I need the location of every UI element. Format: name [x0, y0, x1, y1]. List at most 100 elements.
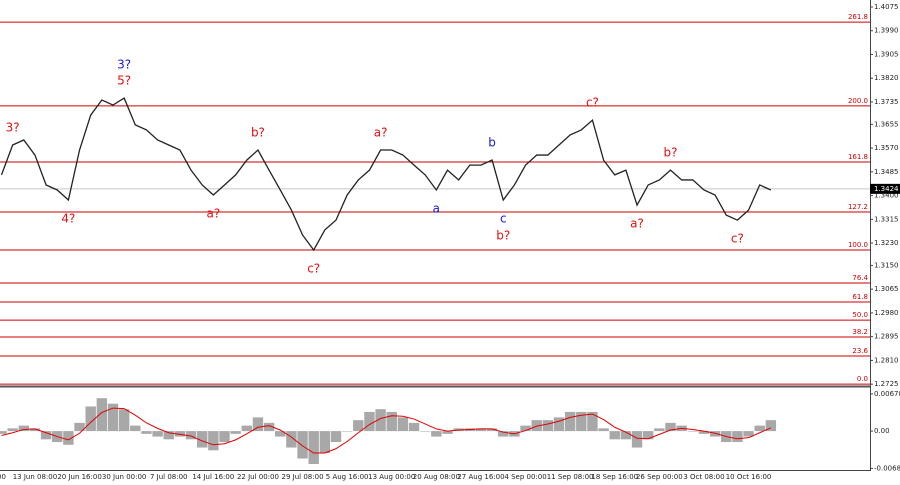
histogram-bar: [230, 431, 241, 434]
level-label: 50.0: [852, 311, 868, 319]
histogram-bar: [665, 422, 676, 432]
y-tick-label: 1.3485: [874, 168, 899, 176]
wave-label: a?: [206, 207, 220, 221]
x-tick-label: 20 Jun 16:00: [57, 473, 101, 481]
y-tick-label: 1.4075: [874, 3, 899, 11]
x-tick-label: 20 Aug 08:00: [413, 473, 460, 481]
histogram-bar: [319, 431, 331, 454]
histogram-bar: [698, 431, 710, 434]
x-tick-label: 14 Jul 16:00: [192, 473, 234, 481]
wave-label: b: [488, 136, 496, 150]
histogram-bar: [564, 411, 576, 432]
x-tick-label: 13 Jun 08:00: [13, 473, 57, 481]
y-tick-label: 1.3570: [874, 144, 899, 152]
histogram-bar: [286, 431, 297, 448]
y-tick-label: 1.3400: [874, 192, 899, 200]
histogram-bar: [620, 431, 632, 440]
wave-label: b?: [496, 229, 510, 243]
wave-label: c?: [586, 96, 599, 110]
wave-label: b?: [664, 146, 678, 160]
level-label: 161.8: [848, 153, 868, 161]
x-tick-label: 4 Sep 00:00: [504, 473, 546, 481]
histogram-bar: [687, 431, 698, 432]
level-label: 261.8: [848, 13, 868, 21]
histogram-bar: [609, 431, 620, 440]
y-tick-label: 0.00: [874, 427, 890, 435]
histogram-bar: [7, 428, 18, 432]
histogram-bar: [587, 411, 598, 432]
histogram-bar: [408, 422, 420, 432]
wave-label: c: [500, 212, 507, 226]
histogram-bar: [654, 428, 665, 432]
histogram-bar: [74, 422, 85, 432]
histogram-bar: [130, 425, 141, 432]
histogram-bar: [85, 406, 96, 432]
histogram-bar: [18, 425, 29, 432]
x-tick-label: 00: [0, 473, 6, 481]
wave-label: b?: [251, 126, 265, 140]
histogram-bar: [765, 420, 777, 432]
x-tick-label: 5 Aug 16:00: [326, 473, 369, 481]
histogram-bar: [520, 425, 531, 432]
x-tick-label: 13 Aug 00:00: [368, 473, 415, 481]
wave-label: 5?: [117, 74, 131, 88]
histogram-bar: [341, 431, 353, 432]
y-tick-label: 1.3230: [874, 239, 899, 247]
histogram-bar: [208, 431, 219, 451]
y-tick-label: 0.00678: [874, 390, 900, 398]
y-tick-label: 1.2725: [874, 380, 899, 388]
histogram-bar: [297, 431, 308, 459]
histogram-bar: [40, 431, 52, 440]
histogram-bar: [364, 411, 375, 432]
wave-label: 4?: [61, 212, 75, 226]
histogram-bar: [185, 431, 197, 440]
level-label: 23.6: [852, 347, 868, 355]
wave-label: 3?: [6, 121, 20, 135]
histogram-bar: [241, 425, 252, 432]
histogram-bar: [498, 431, 509, 437]
x-tick-label: 22 Jul 00:00: [237, 473, 279, 481]
wave-label: c?: [307, 262, 320, 276]
x-tick-label: 3 Oct 08:00: [683, 473, 724, 481]
histogram-bar: [475, 428, 487, 432]
y-tick-label: 1.2810: [874, 356, 899, 364]
histogram-bar: [754, 425, 765, 432]
histogram-bar: [375, 409, 386, 432]
signal-line: [1, 407, 772, 454]
histogram-bar: [0, 431, 7, 434]
histogram-bar: [330, 431, 342, 443]
y-tick-label: 1.3150: [874, 261, 899, 269]
histogram-bar: [709, 431, 721, 437]
histogram-bar: [442, 431, 453, 434]
histogram-bar: [553, 417, 565, 432]
y-tick-label: 1.2895: [874, 333, 899, 341]
level-label: 200.0: [848, 97, 868, 105]
x-tick-label: 18 Sep 16:00: [591, 473, 638, 481]
x-tick-label: 30 Jun 00:00: [102, 473, 146, 481]
level-label: 100.0: [848, 241, 868, 249]
histogram-bar: [486, 428, 498, 432]
histogram-bar: [197, 431, 208, 448]
histogram-bar: [397, 417, 409, 432]
histogram-bar: [152, 431, 163, 437]
histogram-bar: [431, 431, 442, 437]
histogram-bar: [531, 420, 542, 432]
histogram-bar: [163, 431, 174, 440]
x-tick-label: 26 Sep 00:00: [636, 473, 683, 481]
level-label: 76.4: [852, 274, 868, 282]
level-label: 127.2: [848, 203, 868, 211]
histogram-bar: [576, 411, 587, 432]
level-label: 0.0: [857, 375, 868, 383]
histogram-bar: [353, 420, 364, 432]
wave-label: 3?: [117, 58, 131, 72]
current-price-label: 1.3424: [874, 185, 899, 193]
y-tick-label: -0.0068: [874, 464, 900, 472]
y-tick-label: 1.3990: [874, 27, 899, 35]
histogram-bar: [275, 431, 286, 437]
y-tick-label: 1.3655: [874, 120, 899, 128]
y-tick-label: 1.3065: [874, 285, 899, 293]
histogram-bar: [743, 431, 754, 437]
y-tick-label: 1.3905: [874, 50, 899, 58]
